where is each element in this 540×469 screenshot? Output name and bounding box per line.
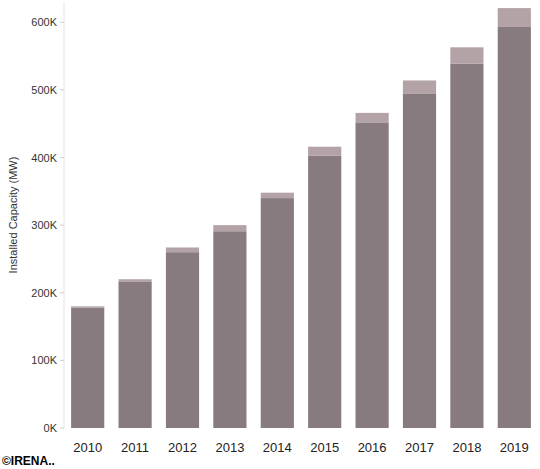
x-tick-label: 2019 bbox=[500, 440, 529, 455]
bar-segment bbox=[450, 47, 483, 63]
x-tick-label: 2010 bbox=[73, 440, 102, 455]
bar-segment bbox=[356, 122, 389, 428]
bar-segment bbox=[213, 231, 246, 428]
bar-segment bbox=[450, 64, 483, 428]
bar-segment bbox=[261, 193, 294, 198]
x-tick-label: 2016 bbox=[358, 440, 387, 455]
bar-segment bbox=[71, 306, 104, 307]
y-tick bbox=[60, 157, 64, 158]
y-tick-label: 600K bbox=[31, 16, 57, 28]
bar-segment bbox=[308, 147, 341, 156]
x-tick-label: 2013 bbox=[215, 440, 244, 455]
bar-segment bbox=[356, 113, 389, 122]
bar-segment bbox=[119, 282, 152, 428]
y-tick bbox=[60, 22, 64, 23]
y-tick-label: 400K bbox=[31, 152, 57, 164]
y-tick bbox=[60, 225, 64, 226]
bar-segment bbox=[498, 27, 531, 428]
bar-segment bbox=[119, 279, 152, 282]
bar-segment bbox=[403, 94, 436, 428]
y-tick bbox=[60, 89, 64, 90]
y-tick bbox=[60, 292, 64, 293]
y-tick-label: 0K bbox=[44, 422, 58, 434]
x-tick-label: 2018 bbox=[452, 440, 481, 455]
x-tick-label: 2011 bbox=[121, 440, 149, 455]
y-tick bbox=[60, 428, 64, 429]
x-tick-label: 2012 bbox=[168, 440, 197, 455]
bar-segment bbox=[261, 198, 294, 428]
y-tick bbox=[60, 360, 64, 361]
y-tick-label: 500K bbox=[31, 84, 57, 96]
x-tick-label: 2017 bbox=[405, 440, 434, 455]
bar-segment bbox=[498, 8, 531, 27]
bars bbox=[71, 8, 531, 428]
bar-segment bbox=[71, 308, 104, 428]
bar-segment bbox=[308, 155, 341, 428]
bar-segment bbox=[166, 247, 199, 252]
y-axis-label: Installed Capacity (MW) bbox=[7, 157, 19, 274]
bar-segment bbox=[403, 80, 436, 94]
chart: 0K 100K 200K 300K 400K 500K 600K 2010 2011 2012 20… bbox=[0, 0, 540, 469]
y-axis-line bbox=[64, 2, 65, 428]
bar-segment bbox=[166, 252, 199, 428]
x-tick-label: 2014 bbox=[263, 440, 292, 455]
y-tick-label: 300K bbox=[31, 219, 57, 231]
x-tick-label: 2015 bbox=[310, 440, 339, 455]
y-tick-label: 100K bbox=[31, 354, 57, 366]
source-note: ©IRENA.. bbox=[2, 454, 55, 468]
y-tick-label: 200K bbox=[31, 287, 57, 299]
bar-segment bbox=[213, 225, 246, 231]
